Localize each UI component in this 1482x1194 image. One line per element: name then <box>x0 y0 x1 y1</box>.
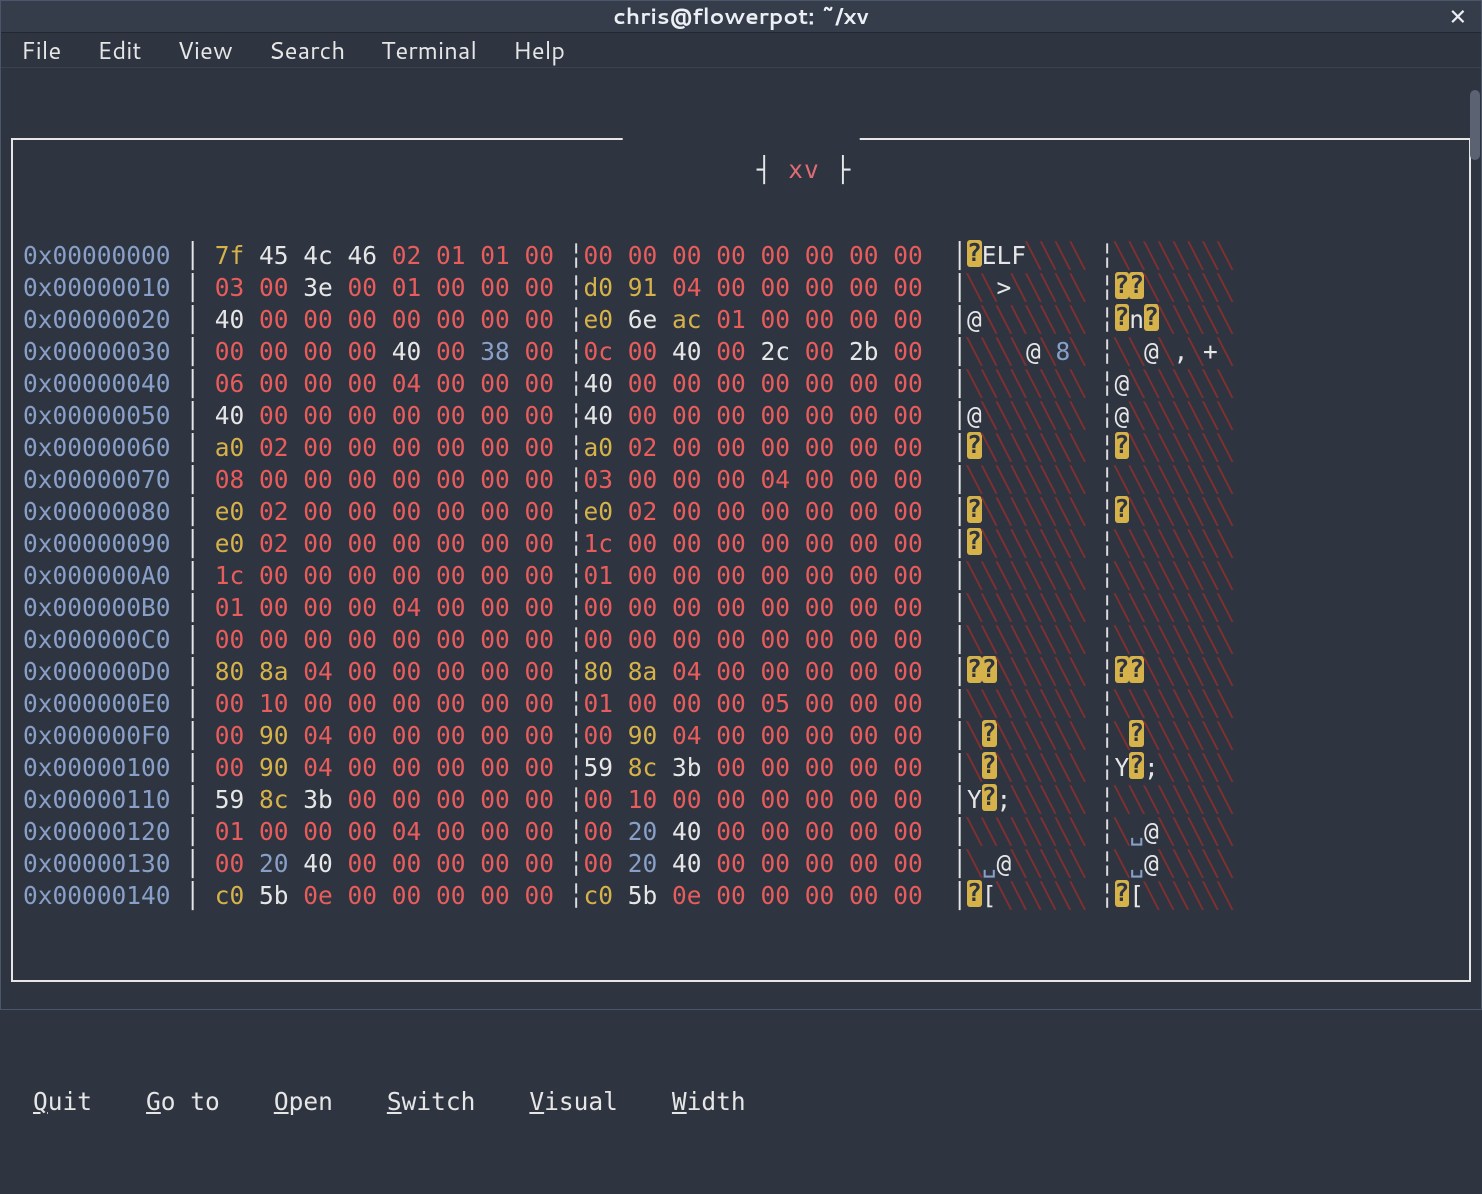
hex-row: 0x00000120│ 01 00 00 00 04 00 00 00╎00 2… <box>23 816 1459 848</box>
hex-row: 0x000000D0│ 80 8a 04 00 00 00 00 00╎80 8… <box>23 656 1459 688</box>
window: chris@flowerpot: ~/xv ✕ File Edit View S… <box>0 0 1482 1010</box>
menu-file[interactable]: File <box>21 33 61 67</box>
menubar: File Edit View Search Terminal Help <box>1 33 1481 68</box>
address: 0x000000E0 <box>23 688 185 720</box>
menu-view[interactable]: View <box>177 33 232 67</box>
address: 0x00000100 <box>23 752 185 784</box>
menu-edit[interactable]: Edit <box>97 33 141 67</box>
address: 0x00000030 <box>23 336 185 368</box>
menu-help[interactable]: Help <box>513 33 565 67</box>
address: 0x00000010 <box>23 272 185 304</box>
address: 0x00000040 <box>23 368 185 400</box>
shortcut-open[interactable]: Open <box>274 1086 333 1118</box>
address: 0x00000080 <box>23 496 185 528</box>
scrollbar[interactable] <box>1470 90 1480 1004</box>
address: 0x000000F0 <box>23 720 185 752</box>
hex-row: 0x000000B0│ 01 00 00 00 04 00 00 00╎00 0… <box>23 592 1459 624</box>
hex-row: 0x00000070│ 08 00 00 00 00 00 00 00╎03 0… <box>23 464 1459 496</box>
address: 0x000000A0 <box>23 560 185 592</box>
shortcut-goto[interactable]: Go to <box>146 1086 220 1118</box>
address: 0x00000120 <box>23 816 185 848</box>
shortcut-width[interactable]: Width <box>672 1086 746 1118</box>
hex-row: 0x00000130│ 00 20 40 00 00 00 00 00╎00 2… <box>23 848 1459 880</box>
address: 0x00000140 <box>23 880 185 912</box>
address: 0x000000C0 <box>23 624 185 656</box>
shortcut-quit[interactable]: Quit <box>33 1086 92 1118</box>
address: 0x00000000 <box>23 240 185 272</box>
address: 0x00000130 <box>23 848 185 880</box>
menu-terminal[interactable]: Terminal <box>381 33 477 67</box>
hex-row: 0x00000000│ 7f 45 4c 46 02 01 01 00╎00 0… <box>23 240 1459 272</box>
hex-row: 0x000000C0│ 00 00 00 00 00 00 00 00╎00 0… <box>23 624 1459 656</box>
hex-row: 0x00000140│ c0 5b 0e 00 00 00 00 00╎c0 5… <box>23 880 1459 912</box>
address: 0x000000B0 <box>23 592 185 624</box>
footer-shortcuts: Quit Go to Open Switch Visual Width <box>11 1078 1471 1126</box>
window-title: chris@flowerpot: ~/xv <box>613 1 868 32</box>
address: 0x00000060 <box>23 432 185 464</box>
hex-row: 0x00000090│ e0 02 00 00 00 00 00 00╎1c 0… <box>23 528 1459 560</box>
hex-row: 0x00000050│ 40 00 00 00 00 00 00 00╎40 0… <box>23 400 1459 432</box>
hex-row: 0x00000020│ 40 00 00 00 00 00 00 00╎e0 6… <box>23 304 1459 336</box>
hex-view: ┤ xv ├ 0x00000000│ 7f 45 4c 46 02 01 01 … <box>11 138 1471 982</box>
hex-row: 0x00000010│ 03 00 3e 00 01 00 00 00╎d0 9… <box>23 272 1459 304</box>
hex-row: 0x00000030│ 00 00 00 00 40 00 38 00╎0c 0… <box>23 336 1459 368</box>
address: 0x00000110 <box>23 784 185 816</box>
hex-row: 0x00000080│ e0 02 00 00 00 00 00 00╎e0 0… <box>23 496 1459 528</box>
hex-row: 0x00000040│ 06 00 00 00 04 00 00 00╎40 0… <box>23 368 1459 400</box>
terminal[interactable]: ┤ xv ├ 0x00000000│ 7f 45 4c 46 02 01 01 … <box>1 68 1481 1194</box>
shortcut-visual[interactable]: Visual <box>529 1086 618 1118</box>
hex-row: 0x000000A0│ 1c 00 00 00 00 00 00 00╎01 0… <box>23 560 1459 592</box>
address: 0x00000070 <box>23 464 185 496</box>
address: 0x00000050 <box>23 400 185 432</box>
hex-row: 0x000000E0│ 00 10 00 00 00 00 00 00╎01 0… <box>23 688 1459 720</box>
address: 0x00000020 <box>23 304 185 336</box>
hex-row: 0x00000110│ 59 8c 3b 00 00 00 00 00╎00 1… <box>23 784 1459 816</box>
titlebar[interactable]: chris@flowerpot: ~/xv ✕ <box>1 1 1481 33</box>
view-title: ┤ xv ├ <box>623 122 860 218</box>
hex-rows: 0x00000000│ 7f 45 4c 46 02 01 01 00╎00 0… <box>23 240 1459 912</box>
hex-row: 0x00000060│ a0 02 00 00 00 00 00 00╎a0 0… <box>23 432 1459 464</box>
address: 0x000000D0 <box>23 656 185 688</box>
scrollbar-thumb[interactable] <box>1470 90 1480 160</box>
hex-row: 0x00000100│ 00 90 04 00 00 00 00 00╎59 8… <box>23 752 1459 784</box>
shortcut-switch[interactable]: Switch <box>387 1086 476 1118</box>
hex-row: 0x000000F0│ 00 90 04 00 00 00 00 00╎00 9… <box>23 720 1459 752</box>
menu-search[interactable]: Search <box>269 33 345 67</box>
address: 0x00000090 <box>23 528 185 560</box>
close-icon[interactable]: ✕ <box>1449 1 1467 32</box>
